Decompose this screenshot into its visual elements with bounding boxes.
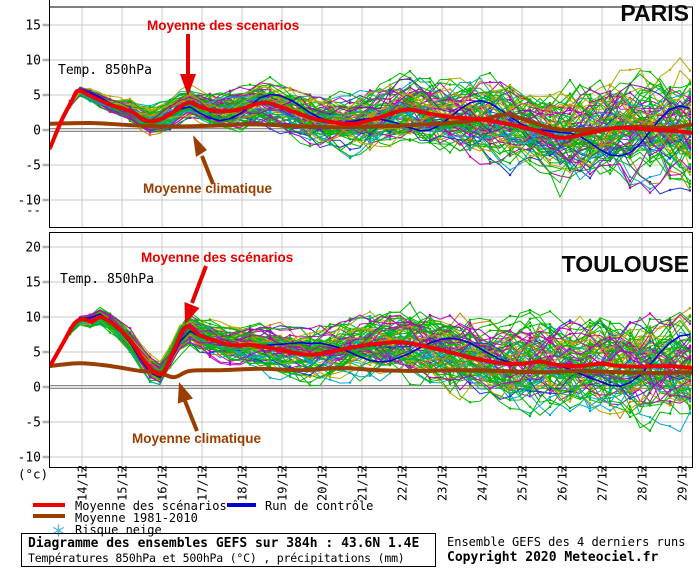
panel-title: PARIS — [620, 0, 689, 26]
y-tick-label: 0 — [33, 124, 41, 139]
ensemble-members-toulouse — [49, 301, 693, 433]
panel-title: TOULOUSE — [562, 251, 689, 277]
climato-arrow-head — [177, 382, 193, 404]
climato-annotation: Moyenne climatique — [143, 181, 273, 196]
x-tick-label: 20/12 — [316, 465, 330, 501]
scenario-mean-annotation: Moyenne des scenarios — [147, 18, 299, 33]
y-tick-label: 5 — [33, 346, 41, 361]
x-tick-label: 24/12 — [476, 465, 490, 501]
y-tick-label: 20 — [25, 241, 41, 256]
x-tick-label: 25/12 — [516, 465, 530, 501]
snowflake-icon — [52, 522, 65, 537]
climato-annotation: Moyenne climatique — [132, 431, 262, 446]
scenario-mean-line — [49, 315, 693, 377]
x-tick-label: 14/12 — [76, 465, 90, 501]
copyright: Copyright 2020 Meteociel.fr — [447, 550, 659, 565]
x-tick-label: 18/12 — [236, 465, 250, 501]
y-tick-label: -10 — [18, 194, 41, 209]
diagram-info-box: Diagramme des ensembles GEFS sur 384h : … — [21, 533, 436, 567]
climato-arrow — [183, 400, 199, 432]
legend-swatch-controle — [227, 503, 256, 507]
legend-swatch-climato — [33, 514, 65, 518]
legend-label-mean: Moyenne des scénarios — [75, 499, 227, 513]
scenario-arrow — [190, 265, 208, 304]
scenario-mean-line — [49, 88, 693, 149]
climato-arrow-head — [193, 135, 207, 157]
legend-swatch-mean — [33, 503, 65, 507]
ensemble-members-paris — [49, 57, 693, 199]
legend-label-climato: Moyenne 1981-2010 — [75, 511, 198, 525]
diagram-subtitle: Températures 850hPa et 500hPa (°C) , pré… — [28, 551, 405, 565]
climato-arrow — [200, 155, 215, 185]
axis-extra-label: (°c) — [18, 467, 48, 482]
x-tick-label: 28/12 — [636, 465, 650, 501]
y-tick-label: 10 — [25, 311, 41, 326]
panel-toulouse: 20 15 10 5 0 -5 -10(°c) TOULOUSE Temp. 850hPa Moy… — [18, 232, 693, 482]
x-tick-label: 22/12 — [396, 465, 410, 501]
x-tick-label: 19/12 — [276, 465, 290, 501]
y-tick-label: 15 — [25, 19, 41, 34]
x-tick-label: 15/12 — [116, 465, 130, 501]
y-tick-label: 10 — [25, 54, 41, 69]
y-tick-label: 5 — [33, 89, 41, 104]
diagram-title: Diagramme des ensembles GEFS sur 384h : … — [28, 536, 420, 551]
x-tick-label: 26/12 — [556, 465, 570, 501]
y-tick-label: 15 — [25, 276, 41, 291]
scenario-arrow-head — [180, 74, 196, 96]
level-label: Temp. 850hPa — [60, 272, 154, 287]
x-tick-label: 17/12 — [196, 465, 210, 501]
runs-info: Ensemble GEFS des 4 derniers runs — [447, 535, 686, 549]
climato-mean-line — [49, 361, 693, 380]
x-tick-label: 29/12 — [676, 465, 690, 501]
legend-label-controle: Run de contrôle — [265, 499, 374, 513]
axis-extra-label: -- — [26, 203, 41, 218]
y-tick-label: -10 — [18, 451, 41, 466]
x-axis: 14/12 15/12 16/12 17/12 18/12 19/12 20/12 21/12… — [76, 465, 690, 501]
x-tick-label: 21/12 — [356, 465, 370, 501]
x-tick-label: 16/12 — [156, 465, 170, 501]
scenario-arrow-head — [184, 302, 200, 324]
panel-paris: 15 10 5 0 -5 -10-- PARIS Temp. 850hPa Moyenne de… — [18, 0, 693, 228]
x-tick-label: 27/12 — [596, 465, 610, 501]
y-tick-label: 0 — [33, 381, 41, 396]
y-tick-label: -5 — [25, 416, 41, 431]
scenario-mean-annotation: Moyenne des scénarios — [141, 250, 293, 265]
x-tick-label: 23/12 — [436, 465, 450, 501]
y-tick-label: -5 — [25, 159, 41, 174]
level-label: Temp. 850hPa — [58, 63, 152, 78]
